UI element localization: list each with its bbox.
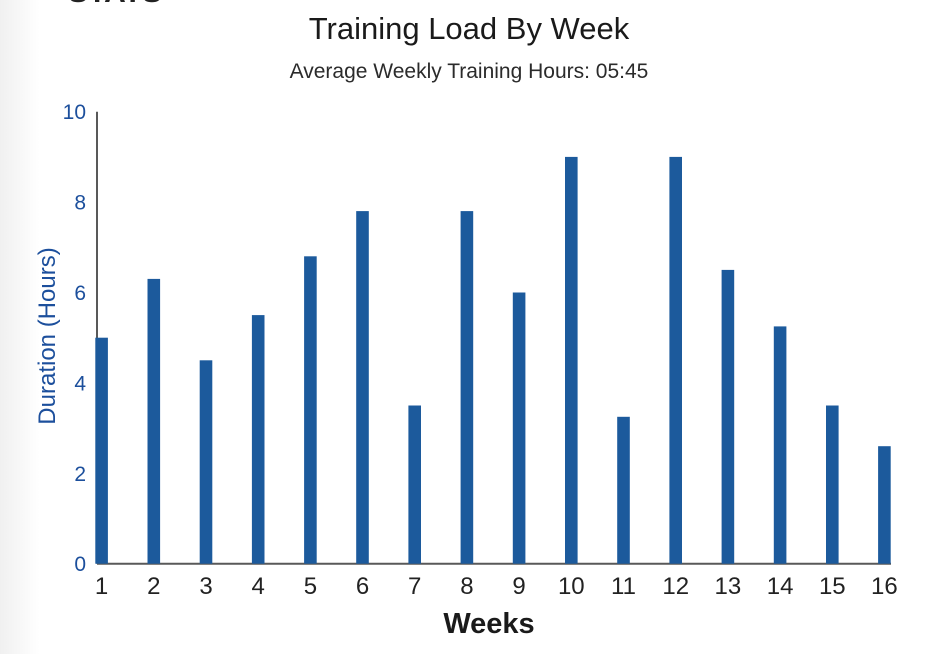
svg-text:5: 5 [304, 573, 317, 600]
svg-text:4: 4 [252, 573, 265, 600]
svg-text:Weeks: Weeks [443, 608, 534, 640]
svg-text:2: 2 [147, 573, 160, 600]
svg-text:9: 9 [512, 573, 525, 600]
svg-text:11: 11 [611, 573, 636, 600]
svg-text:8: 8 [460, 573, 473, 600]
svg-text:6: 6 [74, 282, 86, 305]
svg-text:4: 4 [74, 372, 86, 395]
svg-text:10: 10 [558, 573, 585, 600]
svg-text:Duration (Hours): Duration (Hours) [34, 247, 61, 424]
svg-text:1: 1 [95, 573, 108, 600]
svg-text:0: 0 [74, 553, 86, 576]
svg-text:8: 8 [74, 192, 86, 215]
svg-text:16: 16 [871, 573, 898, 600]
svg-text:2: 2 [74, 463, 86, 486]
svg-text:15: 15 [819, 573, 846, 600]
svg-text:13: 13 [715, 573, 742, 600]
svg-text:7: 7 [408, 573, 421, 600]
svg-text:3: 3 [199, 573, 212, 600]
svg-text:14: 14 [767, 573, 794, 600]
svg-text:6: 6 [356, 573, 369, 600]
svg-text:10: 10 [63, 101, 86, 124]
svg-text:12: 12 [662, 573, 689, 600]
